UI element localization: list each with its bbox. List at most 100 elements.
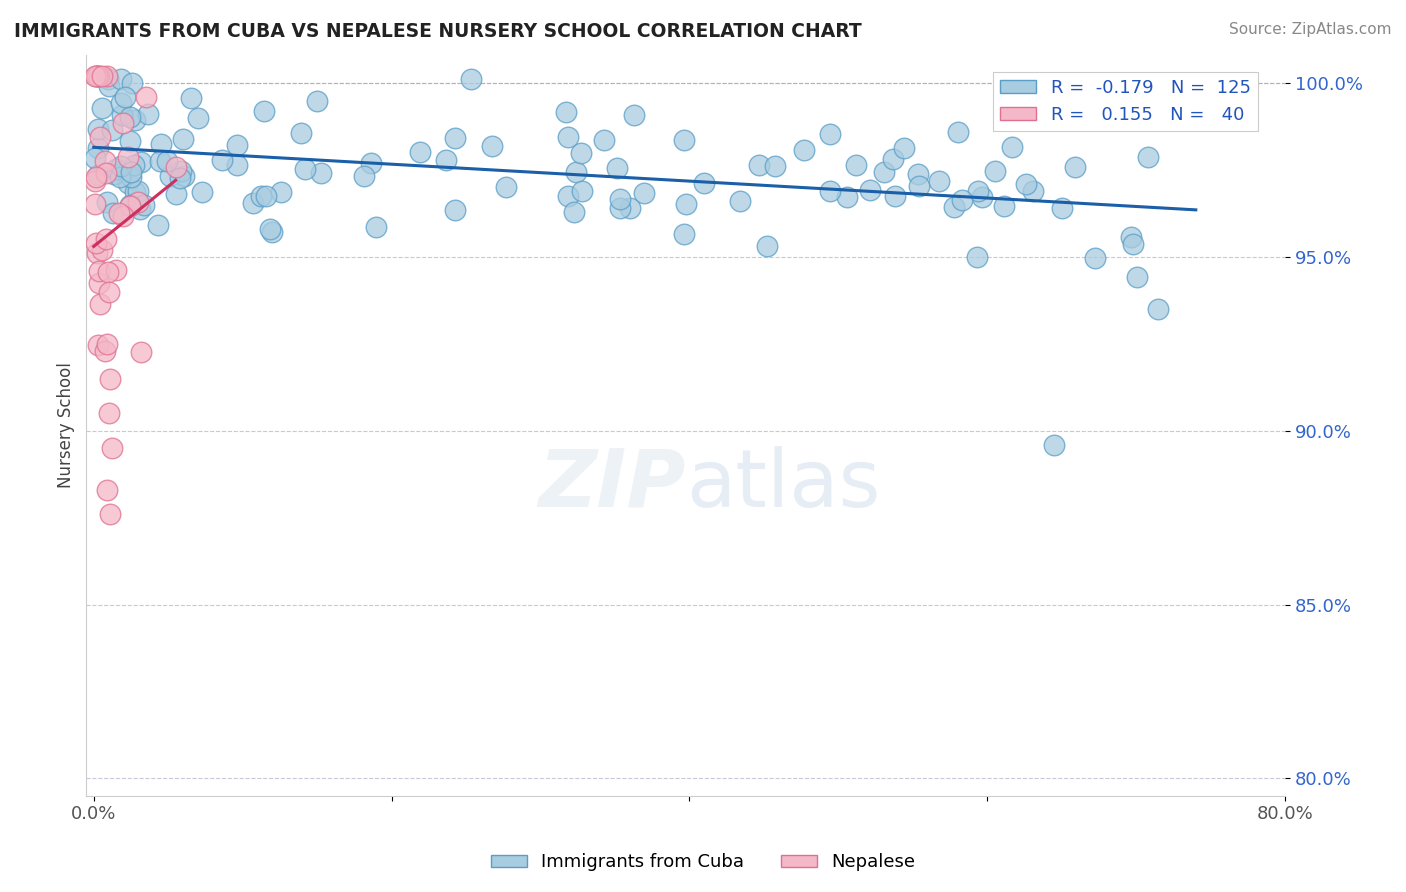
Point <box>883 188 905 202</box>
Point <box>1052 202 1074 216</box>
Point <box>818 127 841 141</box>
Point <box>755 238 778 252</box>
Point <box>111 107 134 121</box>
Point <box>110 72 132 87</box>
Point <box>108 169 131 184</box>
Point <box>893 141 915 155</box>
Point <box>460 72 482 87</box>
Point <box>984 164 1007 178</box>
Point <box>623 108 645 122</box>
Point <box>89 130 111 145</box>
Point <box>907 167 929 181</box>
Point <box>97 72 120 87</box>
Point <box>673 227 696 241</box>
Point <box>129 345 152 359</box>
Point <box>94 344 117 359</box>
Point <box>672 133 695 147</box>
Point <box>121 76 143 90</box>
Legend: R =  -0.179   N =  125, R =   0.155   N =   40: R = -0.179 N = 125, R = 0.155 N = 40 <box>993 71 1258 131</box>
Point <box>117 177 139 191</box>
Point <box>609 192 631 206</box>
Point <box>135 90 157 104</box>
Point <box>443 131 465 145</box>
Point <box>129 154 152 169</box>
Point <box>993 199 1015 213</box>
Point <box>565 164 588 178</box>
Point <box>242 195 264 210</box>
Point <box>254 189 277 203</box>
Point <box>187 112 209 126</box>
Point <box>1015 177 1038 191</box>
Point <box>110 96 132 111</box>
Point <box>118 134 141 148</box>
Point <box>87 168 110 182</box>
Point <box>86 246 108 260</box>
Point <box>100 441 122 455</box>
Point <box>557 189 579 203</box>
Point <box>409 145 432 160</box>
Point <box>91 69 114 83</box>
Point <box>89 69 111 83</box>
Text: ZIP: ZIP <box>538 446 686 524</box>
Point <box>211 153 233 168</box>
Point <box>112 209 135 223</box>
Point <box>98 371 121 385</box>
Text: IMMIGRANTS FROM CUBA VS NEPALESE NURSERY SCHOOL CORRELATION CHART: IMMIGRANTS FROM CUBA VS NEPALESE NURSERY… <box>14 22 862 41</box>
Point <box>90 243 112 257</box>
Point <box>120 169 142 184</box>
Point <box>557 130 579 145</box>
Point <box>443 202 465 217</box>
Point <box>1001 140 1024 154</box>
Point <box>87 263 110 277</box>
Point <box>946 125 969 139</box>
Point <box>96 336 118 351</box>
Point <box>226 158 249 172</box>
Point <box>1137 150 1160 164</box>
Point <box>728 194 751 209</box>
Point <box>1084 251 1107 265</box>
Point <box>364 219 387 234</box>
Point <box>294 162 316 177</box>
Point <box>84 70 107 84</box>
Point <box>118 198 141 212</box>
Point <box>165 160 187 174</box>
Point <box>120 165 142 179</box>
Point <box>859 183 882 197</box>
Point <box>290 126 312 140</box>
Point <box>105 161 128 176</box>
Point <box>1119 230 1142 244</box>
Point <box>101 206 124 220</box>
Point <box>1126 269 1149 284</box>
Point <box>96 264 118 278</box>
Point <box>609 202 631 216</box>
Point <box>118 199 141 213</box>
Point <box>845 158 868 172</box>
Point <box>96 69 118 83</box>
Point <box>86 69 108 83</box>
Text: Source: ZipAtlas.com: Source: ZipAtlas.com <box>1229 22 1392 37</box>
Point <box>84 169 107 184</box>
Point <box>89 297 111 311</box>
Point <box>98 78 121 93</box>
Point <box>120 110 142 124</box>
Point <box>165 186 187 201</box>
Point <box>943 200 966 214</box>
Point <box>156 153 179 168</box>
Point <box>134 197 156 211</box>
Point <box>1122 236 1144 251</box>
Point <box>495 179 517 194</box>
Point <box>94 153 117 168</box>
Legend: Immigrants from Cuba, Nepalese: Immigrants from Cuba, Nepalese <box>484 847 922 879</box>
Point <box>150 136 173 151</box>
Point <box>87 69 110 83</box>
Point <box>1043 437 1066 451</box>
Point <box>928 174 950 188</box>
Point <box>966 185 988 199</box>
Point <box>124 112 146 127</box>
Point <box>793 143 815 157</box>
Point <box>270 185 292 199</box>
Point <box>96 165 118 179</box>
Point <box>820 184 842 198</box>
Point <box>262 225 284 239</box>
Point <box>84 174 107 188</box>
